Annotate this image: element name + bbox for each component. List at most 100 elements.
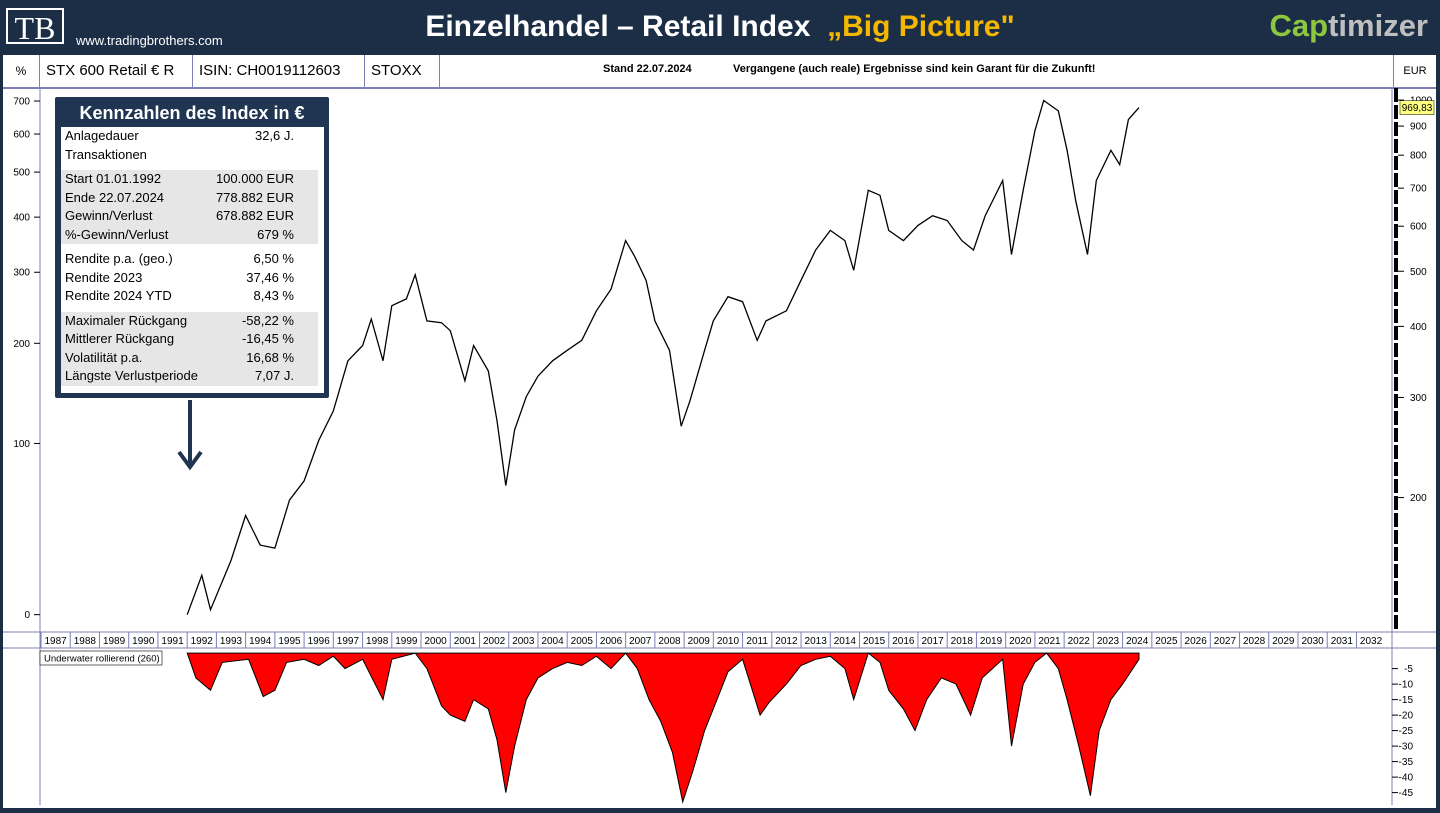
info-label: Längste Verlustperiode (65, 368, 198, 383)
info-value: 678.882 EUR (215, 208, 294, 223)
x-tick-label: 2002 (483, 636, 506, 647)
y-tick-label: 100 (13, 439, 30, 450)
info-value: 679 % (257, 226, 294, 242)
info-label: Anlagedauer (65, 128, 139, 143)
title-text: Einzelhandel – Retail Index (425, 10, 811, 43)
info-row: Anlagedauer 32,6 J. (65, 127, 314, 146)
x-tick-label: 2001 (454, 636, 477, 647)
x-tick-label: 2019 (980, 636, 1003, 647)
info-label: %-Gewinn/Verlust (65, 226, 169, 242)
x-tick-label: 2005 (571, 636, 594, 647)
info-row: Start 01.01.1992 100.000 EUR (65, 170, 314, 189)
y2-tick-label: -30 (1399, 742, 1414, 753)
y2-tick-label: 300 (1410, 393, 1427, 404)
x-tick-label: 2004 (541, 636, 564, 647)
x-tick-label: 2018 (951, 636, 974, 647)
info-group: Rendite p.a. (geo.) 6,50 % Rendite 2023 37,… (61, 250, 318, 306)
x-tick-label: 1990 (132, 636, 155, 647)
unit-right: EUR (1393, 55, 1436, 87)
y2-tick-label: 800 (1410, 151, 1427, 162)
info-row: Gewinn/Verlust 678.882 EUR (65, 207, 314, 226)
x-tick-label: 1991 (161, 636, 184, 647)
y2-tick-label: -45 (1399, 788, 1414, 799)
x-tick-label: 2032 (1360, 636, 1383, 647)
info-label: Start 01.01.1992 (65, 171, 162, 186)
disclaimer: Vergangene (auch reale) Ergebnisse sind … (733, 63, 1096, 75)
info-label: Rendite 2024 YTD (65, 288, 172, 303)
info-label: Ende 22.07.2024 (65, 189, 165, 205)
x-tick-label: 2008 (658, 636, 681, 647)
x-tick-label: 2020 (1009, 636, 1032, 647)
x-tick-label: 1987 (44, 636, 67, 647)
y2-tick-label: 400 (1410, 322, 1427, 333)
y2-tick-label: 500 (1410, 267, 1427, 278)
x-tick-label: 2021 (1038, 636, 1061, 647)
x-tick-label: 2015 (863, 636, 886, 647)
brand-a: Cap (1269, 8, 1329, 43)
info-row: Maximaler Rückgang -58,22 % (65, 312, 314, 331)
info-value: 7,07 J. (254, 368, 294, 383)
legend-label: Underwater rollierend (260) (44, 654, 160, 665)
x-tick-label: 2026 (1185, 636, 1208, 647)
info-group: Anlagedauer 32,6 J. Transaktionen (61, 127, 318, 164)
info-group: Maximaler Rückgang -58,22 % Mittlerer Rück… (61, 311, 318, 386)
x-tick-label: 2013 (805, 636, 828, 647)
x-tick-label: 1995 (278, 636, 301, 647)
info-row: Rendite p.a. (geo.) 6,50 % (65, 250, 314, 269)
x-tick-label: 1988 (74, 636, 97, 647)
last-value-label: 969,83 (1402, 103, 1433, 114)
underwater-area (186, 652, 1140, 804)
y-tick-label: 600 (13, 130, 30, 141)
info-row: Längste Verlustperiode 7,07 J. (65, 367, 314, 386)
y2-tick-label: 700 (1410, 184, 1427, 195)
x-tick-label: 2012 (775, 636, 798, 647)
x-tick-label: 1999 (395, 636, 418, 647)
info-value: 32,6 J. (254, 128, 294, 143)
y2-tick-label: -20 (1399, 711, 1414, 722)
info-value: 16,68 % (246, 349, 294, 365)
x-tick-label: 2006 (600, 636, 623, 647)
info-row: Volatilität p.a. 16,68 % (65, 349, 314, 368)
date: Stand 22.07.2024 (603, 63, 692, 75)
info-label: Mittlerer Rückgang (65, 331, 175, 346)
unit-left: % (3, 55, 40, 87)
y2-tick-label: -10 (1399, 680, 1414, 691)
x-tick-label: 1989 (103, 636, 126, 647)
y-tick-label: 500 (13, 168, 30, 179)
x-tick-label: 2014 (834, 636, 857, 647)
info-label: Transaktionen (65, 146, 147, 162)
info-row: Ende 22.07.2024 778.882 EUR (65, 189, 314, 208)
info-value: 100.000 EUR (215, 171, 294, 186)
info-value: -58,22 % (241, 312, 294, 328)
x-tick-label: 2016 (892, 636, 915, 647)
y2-tick-label: 600 (1410, 222, 1427, 233)
info-box: Kennzahlen des Index in € Anlagedauer 32,… (55, 97, 329, 398)
info-row: Rendite 2024 YTD 8,43 % (65, 287, 314, 306)
arrow (177, 400, 203, 471)
y2-tick-label: -15 (1399, 695, 1414, 706)
info-label: Gewinn/Verlust (65, 208, 153, 223)
x-tick-label: 2003 (512, 636, 535, 647)
info-value: 8,43 % (253, 288, 294, 303)
y-tick-label: 200 (13, 339, 30, 350)
x-tick-label: 1997 (337, 636, 360, 647)
y2-tick-label: -25 (1399, 726, 1414, 737)
logo: TB (6, 8, 64, 46)
x-tick-label: 2000 (424, 636, 447, 647)
info-label: Rendite p.a. (geo.) (65, 251, 173, 266)
x-tick-label: 2027 (1214, 636, 1237, 647)
page-title: Einzelhandel – Retail Index „Big Picture… (0, 10, 1440, 44)
provider: STOXX (365, 55, 440, 87)
info-row: Rendite 2023 37,46 % (65, 269, 314, 288)
title-highlight: „Big Picture" (827, 10, 1015, 43)
info-title: Kennzahlen des Index in € (79, 103, 305, 123)
info-value: 778.882 EUR (215, 189, 294, 205)
x-tick-label: 2022 (1068, 636, 1091, 647)
legend-box (39, 650, 163, 666)
brand-b: timizer (1328, 8, 1428, 43)
x-tick-label: 2017 (921, 636, 944, 647)
info-table: Anlagedauer 32,6 J. Transaktionen Start 01.… (61, 127, 324, 393)
x-tick-label: 2010 (717, 636, 740, 647)
info-group: Start 01.01.1992 100.000 EUR Ende 22.07.20… (61, 170, 318, 244)
y2-tick-label: -40 (1399, 773, 1414, 784)
